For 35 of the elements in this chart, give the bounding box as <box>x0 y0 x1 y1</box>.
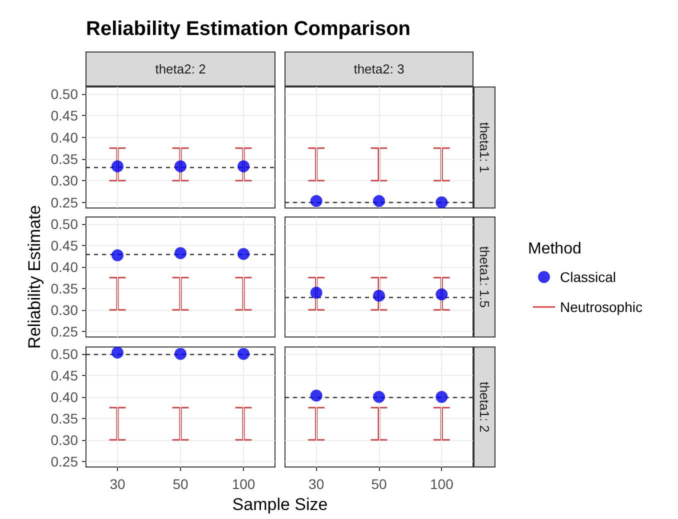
chart-title: Reliability Estimation Comparison <box>86 18 411 41</box>
y-tick-label: 0.45 <box>50 237 78 254</box>
y-tick-label: 0.25 <box>50 194 78 210</box>
chart-subtitle: theta2: 3 <box>354 62 404 76</box>
y-tick-label: 0.25 <box>50 323 78 340</box>
x-tick-label: 50 <box>172 476 188 492</box>
legend-label: Classical <box>560 269 616 285</box>
y-tick-label: 0.45 <box>50 367 78 384</box>
y-tick-label: 0.35 <box>50 410 78 426</box>
x-axis-title: Sample Size <box>232 495 328 515</box>
y-tick-label: 0.30 <box>50 172 78 189</box>
y-tick-label: 0.30 <box>50 432 78 448</box>
y-tick-label: 0.40 <box>50 388 78 405</box>
x-tick-label: 30 <box>110 476 126 492</box>
y-tick-label: 0.40 <box>50 258 78 275</box>
y-tick-label: 0.50 <box>50 346 78 362</box>
y2-axis-title: theta1: 1.5 <box>477 246 492 308</box>
x-tick-label: 50 <box>371 476 387 492</box>
chart-subtitle: theta2: 2 <box>155 62 206 76</box>
y2-axis-title: theta1: 1 <box>477 122 492 173</box>
y-tick-label: 0.45 <box>50 108 78 124</box>
legend-label: Neutrosophic <box>560 299 642 315</box>
x-tick-label: 30 <box>308 476 324 492</box>
y-tick-label: 0.35 <box>50 280 78 296</box>
y-tick-label: 0.50 <box>50 86 78 102</box>
y2-axis-title: theta1: 2 <box>477 382 492 432</box>
x-tick-label: 100 <box>430 476 454 492</box>
x-tick-label: 100 <box>232 476 256 492</box>
y-tick-label: 0.35 <box>50 150 78 167</box>
y-tick-label: 0.25 <box>50 453 78 470</box>
y-axis-title: Reliability Estimate <box>25 205 45 349</box>
y-tick-label: 0.50 <box>50 216 78 232</box>
legend-title: Method <box>528 240 582 258</box>
y-tick-label: 0.30 <box>50 302 78 318</box>
y-tick-label: 0.40 <box>50 129 78 146</box>
